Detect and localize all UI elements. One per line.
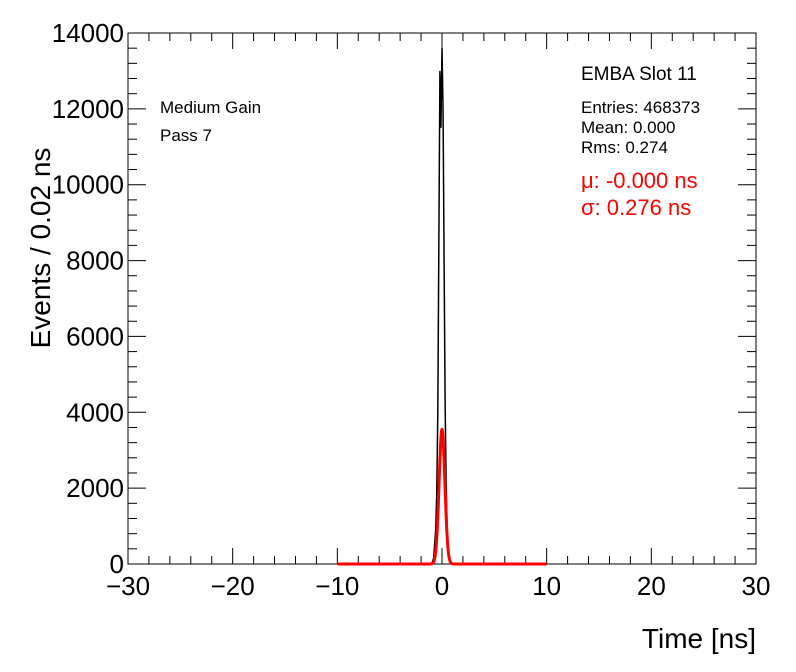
x-axis-title: Time [ns] [642, 623, 756, 654]
label-gain: Medium Gain [160, 98, 261, 117]
y-tick-label: 14000 [52, 18, 124, 48]
y-tick-label: 10000 [52, 170, 124, 200]
y-axis-title: Events / 0.02 ns [25, 148, 56, 349]
histogram-series [430, 48, 453, 565]
x-tick-label: 30 [742, 571, 771, 601]
x-tick-label: 10 [532, 571, 561, 601]
x-tick-label: −30 [106, 571, 150, 601]
stats-title: EMBA Slot 11 [581, 64, 697, 85]
y-tick-label: 2000 [66, 473, 124, 503]
fit-mu-label: μ: -0.000 ns [581, 168, 698, 193]
x-tick-label: 0 [435, 571, 449, 601]
label-pass: Pass 7 [160, 126, 212, 145]
y-tick-labels: 0 2000 4000 6000 8000 10000 12000 14000 [52, 18, 124, 579]
stats-rms: Rms: 0.274 [581, 138, 668, 157]
y-tick-label: 4000 [66, 397, 124, 427]
x-tick-label: 20 [637, 571, 666, 601]
stats-mean: Mean: 0.000 [581, 118, 676, 137]
y-tick-label: 8000 [66, 246, 124, 276]
x-tick-labels: −30 −20 −10 0 10 20 30 [106, 571, 771, 601]
x-tick-label: −20 [211, 571, 255, 601]
x-tick-label: −10 [315, 571, 359, 601]
stats-entries: Entries: 468373 [581, 98, 700, 117]
y-tick-label: 12000 [52, 94, 124, 124]
fit-layer [336, 427, 548, 566]
fit-sigma-label: σ: 0.276 ns [581, 195, 691, 220]
y-tick-label: 6000 [66, 321, 124, 351]
fit-curve [336, 427, 548, 566]
series-layer [430, 48, 453, 565]
axis-ticks [127, 32, 757, 565]
y-tick-label: 0 [110, 549, 124, 579]
